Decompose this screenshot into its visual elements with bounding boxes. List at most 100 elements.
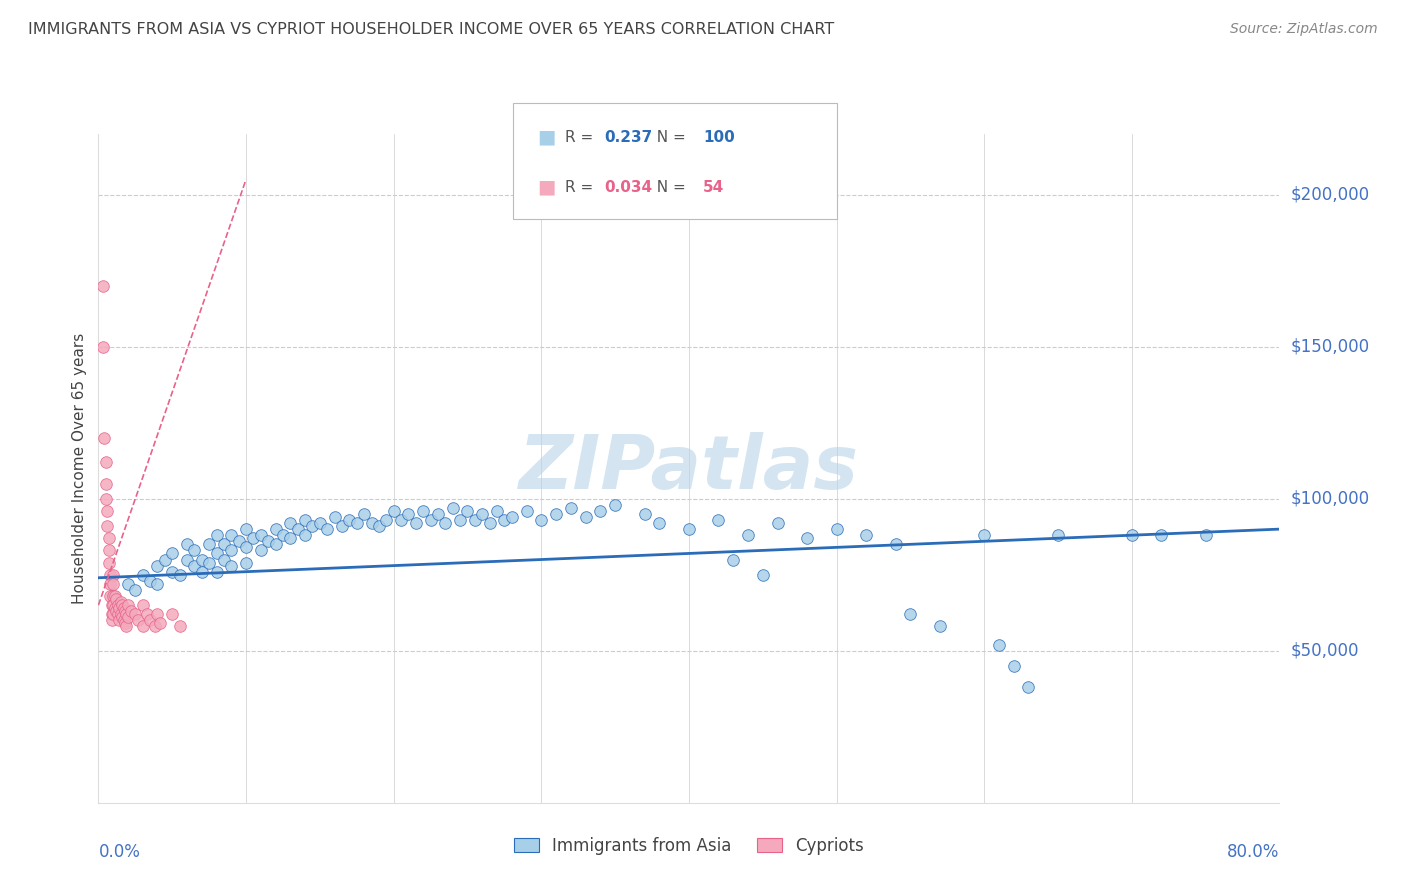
- Point: [205, 528, 228, 542]
- Point: [589, 504, 612, 518]
- Point: [301, 519, 323, 533]
- Point: [96, 519, 118, 533]
- Point: [928, 619, 950, 633]
- Point: [105, 592, 128, 607]
- Point: [162, 607, 183, 622]
- Point: [112, 613, 135, 627]
- Point: [323, 510, 346, 524]
- Point: [91, 278, 114, 293]
- Point: [103, 589, 125, 603]
- Point: [96, 504, 118, 518]
- Text: $150,000: $150,000: [1291, 338, 1369, 356]
- Point: [271, 528, 294, 542]
- Point: [132, 567, 155, 582]
- Point: [264, 522, 287, 536]
- Point: [169, 567, 191, 582]
- Point: [751, 567, 773, 582]
- Point: [91, 340, 114, 354]
- Text: 0.0%: 0.0%: [98, 843, 141, 861]
- Point: [191, 552, 214, 566]
- Text: 100: 100: [703, 129, 735, 145]
- Text: N =: N =: [647, 129, 690, 145]
- Point: [146, 607, 169, 622]
- Point: [389, 513, 412, 527]
- Point: [98, 577, 121, 591]
- Point: [153, 552, 176, 566]
- Point: [94, 491, 117, 506]
- Point: [139, 613, 162, 627]
- Point: [973, 528, 995, 542]
- Point: [112, 601, 135, 615]
- Point: [1195, 528, 1218, 542]
- Point: [316, 522, 339, 536]
- Point: [382, 504, 405, 518]
- Point: [346, 516, 368, 530]
- Text: N =: N =: [647, 180, 690, 194]
- Y-axis label: Householder Income Over 65 years: Householder Income Over 65 years: [72, 333, 87, 604]
- Point: [396, 507, 419, 521]
- Point: [110, 607, 132, 622]
- Point: [124, 582, 146, 597]
- Point: [330, 519, 353, 533]
- Point: [94, 476, 117, 491]
- Point: [136, 607, 159, 622]
- Point: [117, 598, 139, 612]
- Point: [456, 504, 478, 518]
- Point: [169, 619, 191, 633]
- Point: [176, 552, 198, 566]
- Point: [287, 522, 309, 536]
- Point: [257, 534, 280, 549]
- Text: 0.034: 0.034: [605, 180, 652, 194]
- Point: [707, 513, 730, 527]
- Text: 0.237: 0.237: [605, 129, 652, 145]
- Point: [183, 558, 205, 573]
- Point: [1046, 528, 1069, 542]
- Point: [103, 589, 125, 603]
- Point: [104, 589, 127, 603]
- Point: [987, 638, 1010, 652]
- Point: [115, 619, 138, 633]
- Point: [108, 613, 131, 627]
- Point: [464, 513, 486, 527]
- Point: [471, 507, 494, 521]
- Point: [176, 537, 198, 551]
- Point: [605, 498, 627, 512]
- Point: [294, 528, 316, 542]
- Point: [205, 565, 228, 579]
- Point: [405, 516, 427, 530]
- Point: [412, 504, 434, 518]
- Point: [198, 537, 221, 551]
- Point: [501, 510, 523, 524]
- Point: [132, 619, 155, 633]
- Point: [97, 556, 120, 570]
- Point: [544, 507, 567, 521]
- Point: [94, 455, 117, 469]
- Point: [1150, 528, 1173, 542]
- Point: [309, 516, 332, 530]
- Point: [93, 431, 115, 445]
- Point: [250, 528, 273, 542]
- Point: [235, 541, 257, 555]
- Point: [1002, 659, 1025, 673]
- Point: [117, 577, 139, 591]
- Point: [235, 556, 257, 570]
- Point: [855, 528, 877, 542]
- Point: [560, 500, 582, 515]
- Point: [427, 507, 450, 521]
- Point: [353, 507, 375, 521]
- Point: [737, 528, 759, 542]
- Point: [278, 531, 302, 545]
- Point: [117, 610, 139, 624]
- Point: [219, 528, 242, 542]
- Point: [766, 516, 789, 530]
- Text: IMMIGRANTS FROM ASIA VS CYPRIOT HOUSEHOLDER INCOME OVER 65 YEARS CORRELATION CHA: IMMIGRANTS FROM ASIA VS CYPRIOT HOUSEHOL…: [28, 22, 834, 37]
- Point: [337, 513, 360, 527]
- Point: [360, 516, 382, 530]
- Point: [219, 543, 242, 558]
- Point: [146, 558, 169, 573]
- Point: [110, 595, 132, 609]
- Point: [235, 522, 257, 536]
- Text: $100,000: $100,000: [1291, 490, 1369, 508]
- Point: [132, 598, 155, 612]
- Text: R =: R =: [565, 180, 599, 194]
